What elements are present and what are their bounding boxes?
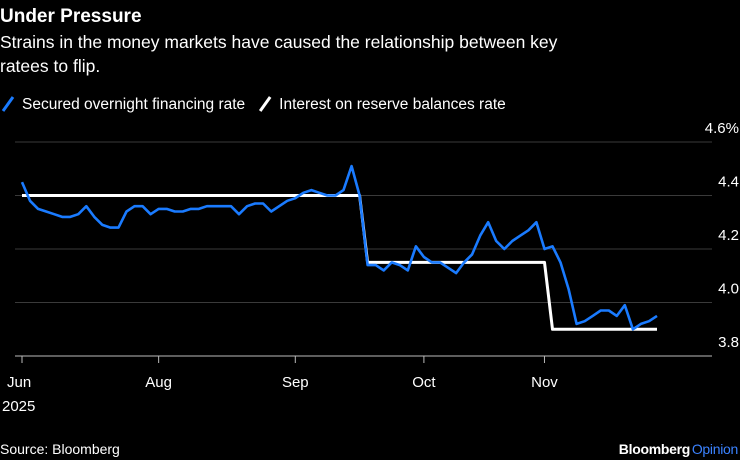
legend-label: Interest on reserve balances rate [279, 96, 506, 113]
y-tick-label: 4.2 [718, 227, 739, 244]
chart-subtitle: Strains in the money markets have caused… [0, 32, 558, 52]
chart-title: Under Pressure [0, 6, 142, 27]
y-tick-label: 3.8 [718, 334, 739, 351]
legend-swatch [1, 96, 15, 112]
y-tick-label: 4.6% [705, 120, 739, 137]
y-tick-label: 4.0 [718, 281, 739, 298]
x-year-label: 2025 [2, 398, 35, 415]
x-tick-label: Oct [412, 374, 436, 391]
legend-label: Secured overnight financing rate [22, 96, 245, 113]
x-tick-label: Jun [7, 374, 31, 391]
series-line [20, 164, 658, 331]
source: Source: Bloomberg [0, 441, 120, 457]
brand: Bloomberg [619, 441, 690, 457]
series-line [22, 194, 657, 331]
x-tick-label: Sep [282, 374, 309, 391]
brand: Opinion [692, 441, 738, 457]
chart-subtitle: ratees to flip. [0, 56, 100, 76]
legend-swatch [258, 96, 272, 112]
y-tick-label: 4.4 [718, 174, 739, 191]
x-tick-label: Aug [145, 374, 172, 391]
x-tick-label: Nov [531, 374, 558, 391]
